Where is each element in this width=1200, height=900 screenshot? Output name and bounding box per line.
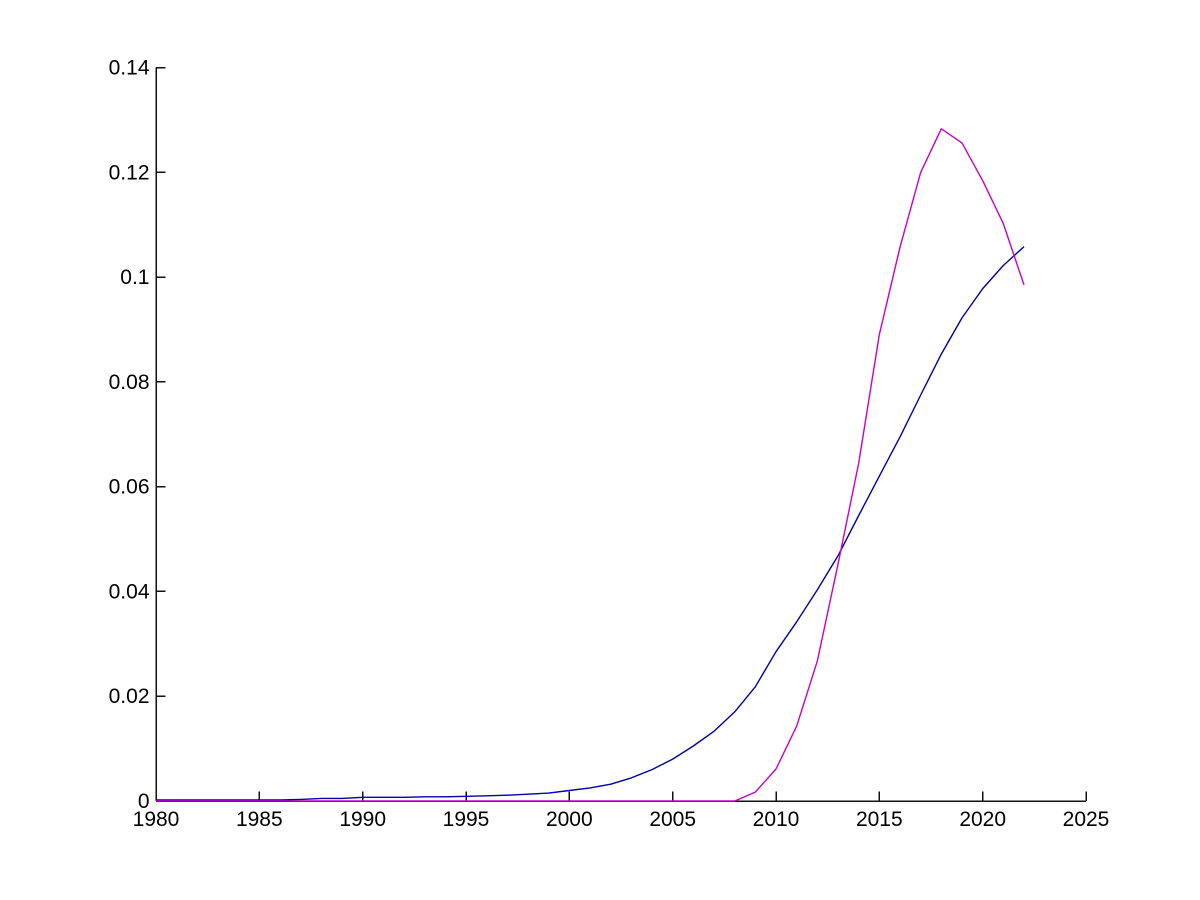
svg-text:2025: 2025 <box>1063 808 1110 831</box>
svg-text:0.12: 0.12 <box>109 161 150 184</box>
svg-text:2000: 2000 <box>546 808 593 831</box>
svg-text:1990: 1990 <box>339 808 386 831</box>
svg-text:2015: 2015 <box>856 808 903 831</box>
svg-text:0.08: 0.08 <box>109 371 150 394</box>
svg-text:0.04: 0.04 <box>109 580 150 603</box>
svg-text:0.02: 0.02 <box>109 685 150 708</box>
svg-text:1980: 1980 <box>133 808 180 831</box>
svg-text:2020: 2020 <box>959 808 1006 831</box>
svg-text:2010: 2010 <box>753 808 800 831</box>
svg-text:0.1: 0.1 <box>120 266 149 289</box>
svg-text:2005: 2005 <box>649 808 696 831</box>
svg-text:0.14: 0.14 <box>109 57 150 80</box>
svg-text:0: 0 <box>138 790 150 813</box>
svg-text:1985: 1985 <box>236 808 283 831</box>
svg-text:0.06: 0.06 <box>109 476 150 499</box>
svg-text:1995: 1995 <box>443 808 490 831</box>
